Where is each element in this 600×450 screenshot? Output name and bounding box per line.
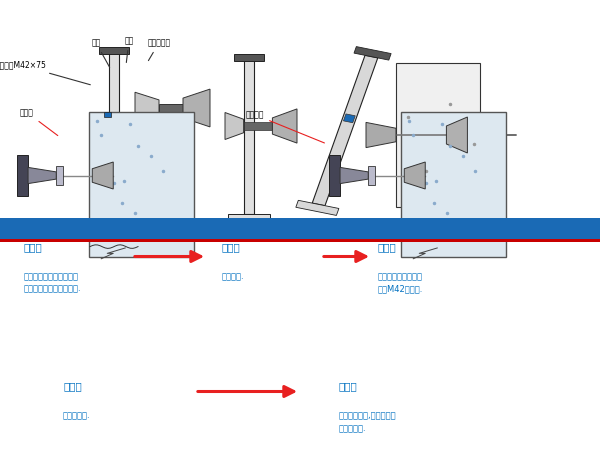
Polygon shape [296, 200, 339, 216]
Polygon shape [225, 112, 244, 140]
Text: 挂座体就位.: 挂座体就位. [63, 412, 91, 421]
Polygon shape [404, 162, 425, 189]
Bar [234, 54, 264, 61]
Text: 组装完成.: 组装完成. [222, 272, 245, 281]
Text: 受力螺栓: 受力螺栓 [246, 110, 325, 143]
Bar [89, 112, 194, 256]
Text: 支撑螺栓M42×75: 支撑螺栓M42×75 [0, 61, 91, 85]
Text: 附墙座: 附墙座 [20, 108, 58, 135]
Polygon shape [312, 55, 378, 206]
Bar [244, 56, 254, 214]
Text: 第三步: 第三步 [378, 242, 397, 252]
Bar [368, 166, 376, 185]
Bar [228, 214, 270, 222]
Polygon shape [272, 109, 297, 143]
Text: 高强膨胀栓: 高强膨胀栓 [148, 38, 170, 61]
Polygon shape [354, 47, 391, 60]
Polygon shape [28, 167, 56, 184]
Polygon shape [92, 162, 113, 189]
Bar [17, 155, 28, 196]
Bar [95, 239, 133, 244]
Text: 浇筑完成后，卸下安
螺母M42，退模.: 浇筑完成后，卸下安 螺母M42，退模. [378, 272, 424, 294]
Bar [401, 112, 506, 256]
Polygon shape [366, 122, 396, 148]
FancyBboxPatch shape [0, 218, 600, 239]
Bar [56, 166, 64, 185]
Text: 模板: 模板 [91, 38, 110, 68]
Text: 第一步: 第一步 [24, 242, 43, 252]
Polygon shape [135, 92, 159, 124]
Text: 拧紧受力螺栓,将挂座体紧
固在墙面上.: 拧紧受力螺栓,将挂座体紧 固在墙面上. [339, 412, 397, 433]
Bar [108, 226, 120, 238]
Bar [243, 220, 255, 230]
FancyBboxPatch shape [0, 239, 600, 242]
Bar [244, 122, 272, 130]
Bar [109, 50, 119, 220]
Bar [159, 104, 183, 112]
Polygon shape [446, 117, 467, 153]
Polygon shape [343, 114, 355, 123]
Bar [99, 47, 129, 54]
Text: 第二步: 第二步 [222, 242, 241, 252]
Polygon shape [183, 89, 210, 127]
Bar [329, 155, 340, 196]
Polygon shape [340, 167, 368, 184]
Text: 第五步: 第五步 [339, 382, 358, 392]
Text: 皮镶: 皮镶 [124, 36, 134, 63]
Bar [104, 112, 111, 117]
Text: 按图组装埋件总成，用按
波螺栓将其固定在模板上.: 按图组装埋件总成，用按 波螺栓将其固定在模板上. [24, 272, 82, 294]
Text: 第四步: 第四步 [63, 382, 82, 392]
Bar [396, 63, 480, 207]
Bar [91, 220, 137, 229]
Bar [231, 230, 267, 235]
